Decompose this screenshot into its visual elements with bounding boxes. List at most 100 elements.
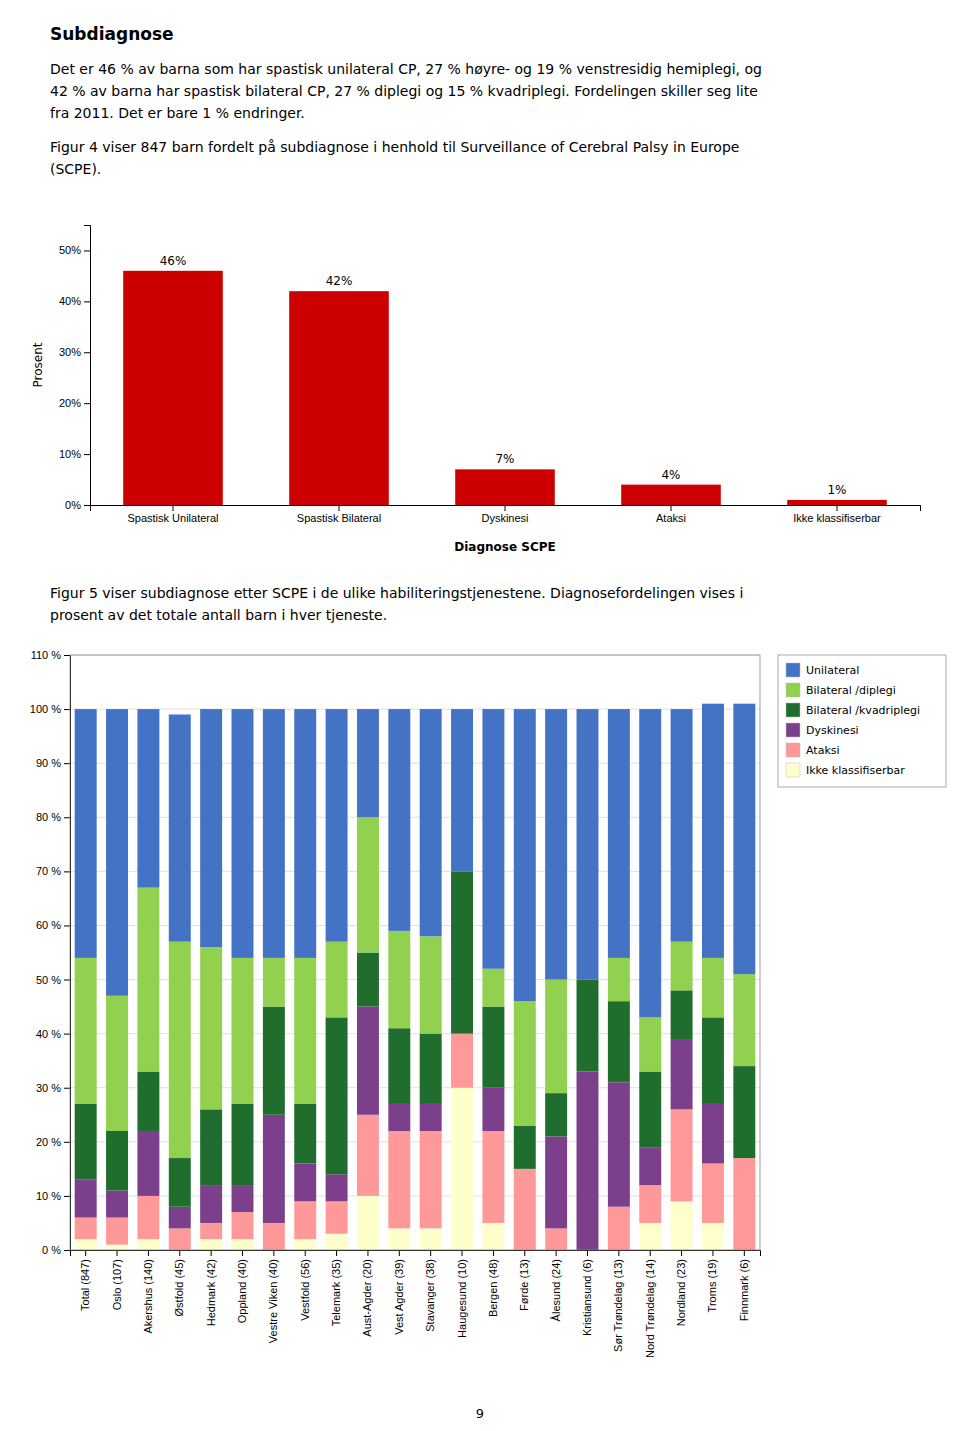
tick-mark bbox=[173, 505, 174, 511]
tick: 70 % bbox=[36, 865, 70, 877]
bar-segment bbox=[137, 888, 159, 1072]
tick-label: 50% bbox=[59, 244, 81, 256]
bar-segment bbox=[106, 996, 128, 1131]
tick-mark bbox=[84, 250, 90, 251]
tick-label: Ålesund (24) bbox=[550, 1259, 562, 1321]
tick: 60 % bbox=[36, 919, 70, 931]
bar-segment bbox=[482, 709, 504, 969]
tick-mark bbox=[242, 1250, 243, 1256]
bar-segment bbox=[671, 1109, 693, 1201]
tick-mark bbox=[64, 871, 70, 872]
bar-segment bbox=[326, 1017, 348, 1174]
tick: Førde (13) bbox=[518, 1250, 530, 1311]
page-number: 9 bbox=[476, 1406, 484, 1421]
bar-segment bbox=[388, 709, 410, 931]
tick-label: Total (847) bbox=[79, 1259, 91, 1311]
bars bbox=[75, 704, 756, 1250]
tick-mark bbox=[367, 1250, 368, 1256]
y-axis: 0%10%20%30%40%50% bbox=[59, 226, 91, 512]
body-text: (SCPE). bbox=[50, 161, 101, 177]
tick-label: Nord Trøndelag (14) bbox=[644, 1259, 656, 1358]
tick-label: Aust-Agder (20) bbox=[361, 1259, 373, 1337]
bar-segment bbox=[106, 1191, 128, 1218]
legend-swatch bbox=[786, 743, 800, 757]
tick: Telemark (35) bbox=[330, 1250, 342, 1326]
tick-label: Kristiansund (6) bbox=[581, 1259, 593, 1336]
tick-label: Oslo (107) bbox=[111, 1259, 123, 1310]
x-axis: Spastisk UnilateralSpastisk BilateralDys… bbox=[91, 505, 921, 524]
tick-label: 100 % bbox=[30, 703, 61, 715]
bar-segment bbox=[671, 1039, 693, 1109]
bar-segment bbox=[232, 1212, 254, 1239]
bar-segment bbox=[388, 1104, 410, 1131]
bar-segment bbox=[75, 1239, 97, 1250]
bar-segment bbox=[200, 1223, 222, 1239]
bar-segment bbox=[639, 1017, 661, 1071]
tick: 20% bbox=[59, 397, 90, 409]
bar-segment bbox=[514, 1169, 536, 1250]
bar-segment bbox=[514, 1126, 536, 1169]
bar-segment bbox=[482, 969, 504, 1007]
tick: Aust-Agder (20) bbox=[361, 1250, 373, 1337]
bar-segment bbox=[671, 709, 693, 942]
bar-segment bbox=[137, 1196, 159, 1239]
tick: Ikke klassifiserbar bbox=[793, 505, 881, 524]
bar-segment bbox=[639, 709, 661, 1017]
tick-mark bbox=[273, 1250, 274, 1256]
bar-segment bbox=[482, 1088, 504, 1131]
bar-segment bbox=[702, 1104, 724, 1164]
bar-segment bbox=[733, 1158, 755, 1250]
legend-item: Dyskinesi bbox=[786, 723, 859, 737]
tick-label: Ikke klassifiserbar bbox=[793, 512, 881, 524]
legend-item: Bilateral /kvadriplegi bbox=[786, 703, 920, 717]
tick-label: Haugesund (10) bbox=[456, 1259, 468, 1338]
tick: 0% bbox=[65, 499, 90, 511]
data-label: 7% bbox=[495, 452, 514, 466]
tick-label: 50 % bbox=[36, 974, 61, 986]
bar-segment bbox=[75, 1180, 97, 1218]
tick-label: Akershus (140) bbox=[142, 1259, 154, 1334]
tick-mark bbox=[84, 505, 90, 506]
tick-label: Førde (13) bbox=[518, 1259, 530, 1311]
bar-segment bbox=[200, 1109, 222, 1185]
bar-segment bbox=[545, 709, 567, 979]
legend-item: Unilateral bbox=[786, 663, 859, 677]
tick: Nordland (23) bbox=[675, 1250, 687, 1326]
bar-segment bbox=[75, 1104, 97, 1180]
bar-segment bbox=[388, 1028, 410, 1104]
bar bbox=[289, 291, 389, 505]
legend-frame bbox=[778, 655, 946, 787]
y-axis: 0 %10 %20 %30 %40 %50 %60 %70 %80 %90 %1… bbox=[30, 649, 71, 1256]
legend-swatch bbox=[786, 703, 800, 717]
tick: 10 % bbox=[36, 1190, 70, 1202]
tick-mark bbox=[64, 1088, 70, 1089]
tick-label: Nordland (23) bbox=[675, 1259, 687, 1326]
tick-label: 20% bbox=[59, 397, 81, 409]
tick-mark bbox=[64, 817, 70, 818]
bar-segment bbox=[482, 1131, 504, 1223]
tick-mark bbox=[64, 655, 70, 656]
tick-label: Vestre Viken (40) bbox=[267, 1259, 279, 1343]
bar-segment bbox=[608, 709, 630, 958]
axis-line bbox=[84, 226, 91, 506]
tick-mark bbox=[64, 763, 70, 764]
tick: Total (847) bbox=[79, 1250, 91, 1311]
bar-segment bbox=[357, 817, 379, 952]
bar-segment bbox=[357, 953, 379, 1007]
bar-segment bbox=[106, 1131, 128, 1191]
tick: Ålesund (24) bbox=[550, 1250, 562, 1321]
heading: Subdiagnose bbox=[50, 24, 174, 44]
bar-segment bbox=[733, 1066, 755, 1158]
bar-segment bbox=[420, 1228, 442, 1250]
tick-label: Hedmark (42) bbox=[205, 1259, 217, 1326]
tick: Stavanger (38) bbox=[424, 1250, 436, 1332]
tick-mark bbox=[84, 352, 90, 353]
tick: Nord Trøndelag (14) bbox=[644, 1250, 656, 1358]
bar-segment bbox=[75, 1218, 97, 1240]
tick-mark bbox=[64, 1034, 70, 1035]
tick: 110 % bbox=[31, 649, 70, 661]
bar-segment bbox=[326, 942, 348, 1018]
bar-segment bbox=[294, 709, 316, 958]
tick: 90 % bbox=[36, 757, 70, 769]
tick-mark bbox=[179, 1250, 180, 1256]
